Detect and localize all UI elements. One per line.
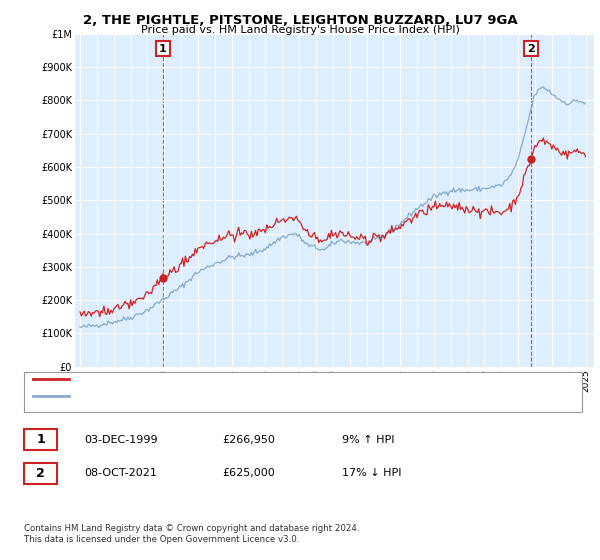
Text: 1: 1 <box>36 433 45 446</box>
Text: 2: 2 <box>36 466 45 480</box>
Text: 2: 2 <box>527 44 535 54</box>
Text: 1: 1 <box>159 44 167 54</box>
Text: 9% ↑ HPI: 9% ↑ HPI <box>342 435 395 445</box>
Text: £266,950: £266,950 <box>222 435 275 445</box>
Text: 2, THE PIGHTLE, PITSTONE, LEIGHTON BUZZARD, LU7 9GA (detached house): 2, THE PIGHTLE, PITSTONE, LEIGHTON BUZZA… <box>75 374 450 384</box>
Text: 2, THE PIGHTLE, PITSTONE, LEIGHTON BUZZARD, LU7 9GA: 2, THE PIGHTLE, PITSTONE, LEIGHTON BUZZA… <box>83 14 517 27</box>
Text: Price paid vs. HM Land Registry's House Price Index (HPI): Price paid vs. HM Land Registry's House … <box>140 25 460 35</box>
Text: Contains HM Land Registry data © Crown copyright and database right 2024.
This d: Contains HM Land Registry data © Crown c… <box>24 524 359 544</box>
Text: 03-DEC-1999: 03-DEC-1999 <box>84 435 158 445</box>
Text: £625,000: £625,000 <box>222 468 275 478</box>
Text: 08-OCT-2021: 08-OCT-2021 <box>84 468 157 478</box>
Text: HPI: Average price, detached house, Buckinghamshire: HPI: Average price, detached house, Buck… <box>75 391 341 402</box>
Text: 17% ↓ HPI: 17% ↓ HPI <box>342 468 401 478</box>
